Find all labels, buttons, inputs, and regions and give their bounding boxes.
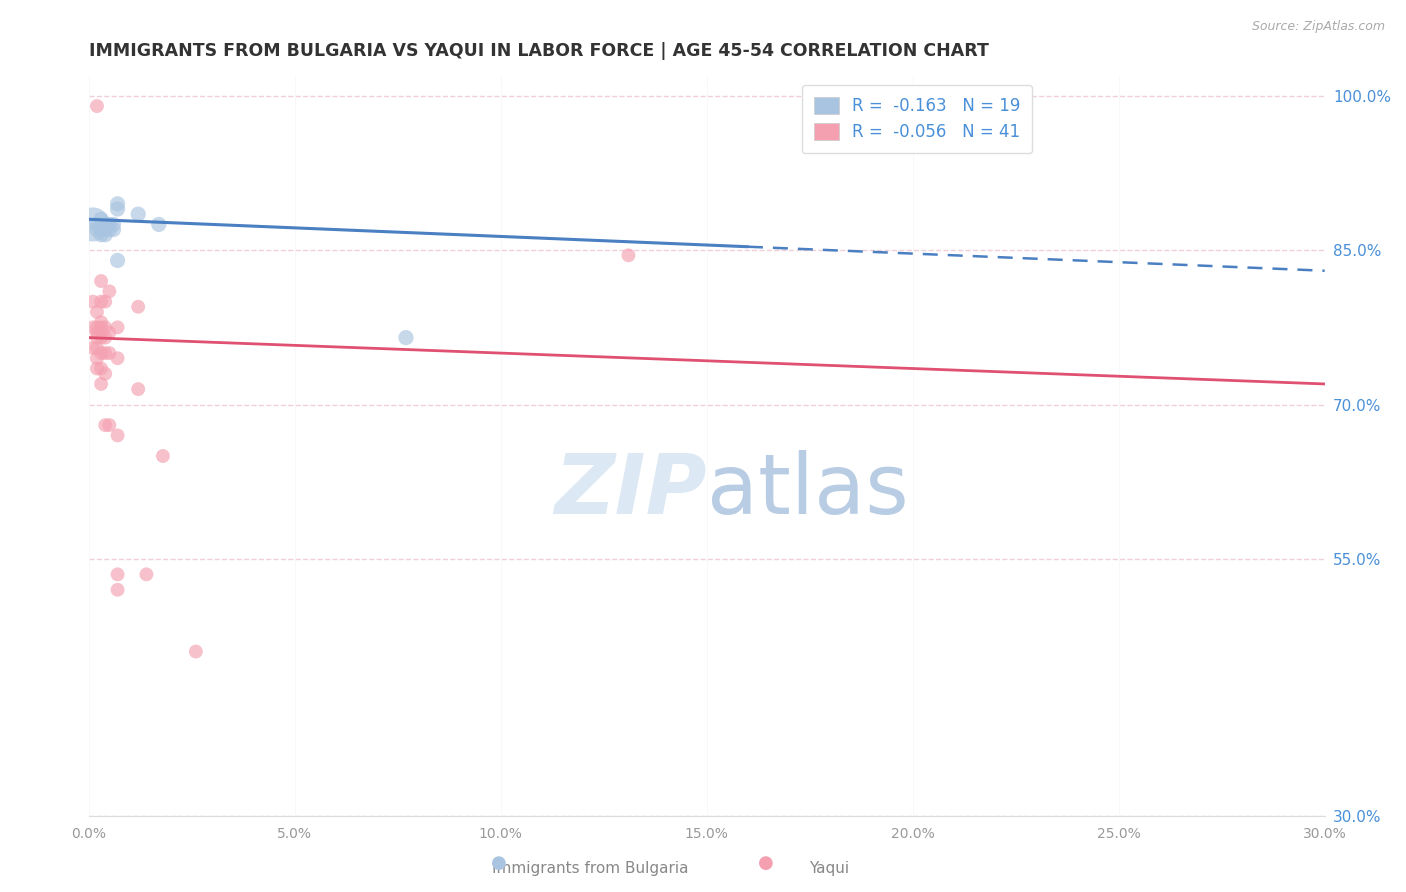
Point [107,197,129,211]
Point [135,567,157,582]
Text: Source: ZipAtlas.com: Source: ZipAtlas.com [1251,20,1385,33]
Point [94,331,117,345]
Point [94,320,117,334]
Point [617,248,640,262]
Point [152,449,174,463]
Point [107,428,129,442]
Point [90,227,112,242]
Point [184,644,207,658]
Point [94,218,117,232]
Point [82,218,104,232]
Text: ●: ● [758,855,775,872]
Point [90,361,112,376]
Point [107,582,129,597]
Text: ●: ● [491,855,508,872]
Point [86,326,108,340]
Point [94,227,117,242]
Point [86,351,108,366]
Point [86,361,108,376]
Text: atlas: atlas [707,450,908,531]
Point [86,305,108,319]
Point [98,222,121,236]
Point [90,294,112,309]
Point [395,331,418,345]
Point [94,418,117,433]
Point [98,418,121,433]
Point [86,218,108,232]
Point [90,346,112,360]
Point [103,218,125,232]
Point [94,346,117,360]
Point [98,285,121,299]
Text: Yaqui: Yaqui [810,861,849,876]
Point [82,320,104,334]
Point [127,207,149,221]
Point [107,567,129,582]
Point [148,218,170,232]
Point [90,212,112,227]
Point [98,218,121,232]
Point [86,341,108,355]
Point [90,315,112,329]
Point [127,382,149,396]
Point [127,300,149,314]
Point [98,346,121,360]
Point [90,320,112,334]
Point [90,331,112,345]
Point [86,222,108,236]
Point [86,331,108,345]
Point [103,222,125,236]
Point [94,367,117,381]
Text: IMMIGRANTS FROM BULGARIA VS YAQUI IN LABOR FORCE | AGE 45-54 CORRELATION CHART: IMMIGRANTS FROM BULGARIA VS YAQUI IN LAB… [89,42,988,60]
Point [107,253,129,268]
Point [107,202,129,216]
Point [90,274,112,288]
Point [82,341,104,355]
Point [94,294,117,309]
Point [98,326,121,340]
Text: ZIP: ZIP [554,450,707,531]
Point [90,222,112,236]
Point [107,320,129,334]
Text: Immigrants from Bulgaria: Immigrants from Bulgaria [492,861,689,876]
Point [107,351,129,366]
Point [82,294,104,309]
Point [86,320,108,334]
Point [86,99,108,113]
Point [90,326,112,340]
Point [90,376,112,391]
Legend: R =  -0.163   N = 19, R =  -0.056   N = 41: R = -0.163 N = 19, R = -0.056 N = 41 [801,85,1032,153]
Point [94,222,117,236]
